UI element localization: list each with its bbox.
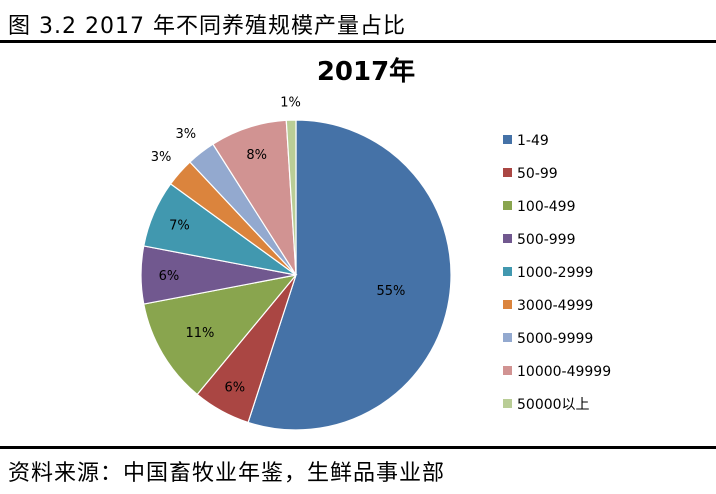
chart-title: 2017年 [317,56,415,87]
data-label-7: 3% [175,127,196,142]
figure-title: 图 3.2 2017 年不同养殖规模产量占比 [8,14,406,39]
data-label-8: 8% [246,148,267,163]
legend-label-7: 5000-9999 [517,331,593,347]
data-label-3: 11% [185,326,214,341]
data-label-1: 55% [376,284,405,299]
legend-label-5: 1000-2999 [517,265,593,281]
legend-swatch-4 [503,234,512,243]
pie-slice-3 [143,274,298,396]
legend-label-9: 50000以上 [517,397,590,413]
data-label-2: 6% [224,380,245,395]
legend-swatch-7 [503,333,512,342]
top-rule [0,40,716,43]
legend-swatch-6 [503,300,512,309]
legend-swatch-9 [503,399,512,408]
pie-slice-1 [247,119,452,431]
legend-swatch-5 [503,267,512,276]
data-label-4: 6% [159,269,180,284]
chart-legend: 1-49 50-99 100-499 500-999 1000-2999 3000-499… [503,133,611,413]
legend-swatch-3 [503,201,512,210]
legend-label-2: 50-99 [517,166,558,182]
pie-labels: 55% 6% 11% 6% 7% 3%3% 8% 1% [151,96,406,396]
legend-swatch-2 [503,168,512,177]
legend-label-1: 1-49 [517,133,549,149]
legend-label-6: 3000-4999 [517,298,593,314]
pie-slice-9 [285,119,297,276]
bottom-rule [0,446,716,449]
source-note: 资料来源：中国畜牧业年鉴，生鲜品事业部 [8,461,446,486]
legend-label-4: 500-999 [517,232,576,248]
data-label-9: 1% [280,96,301,111]
legend-swatch-1 [503,135,512,144]
pie-slices [140,119,452,431]
legend-swatch-8 [503,366,512,375]
pie-chart: 2017年 55% 6% 11% 6% 7% 3%3% 8% 1% 1-49 50-99 100-… [140,56,611,431]
data-label-5: 7% [169,219,190,234]
legend-label-3: 100-499 [517,199,576,215]
legend-label-8: 10000-49999 [517,364,611,380]
data-label-6: 3% [151,150,172,165]
